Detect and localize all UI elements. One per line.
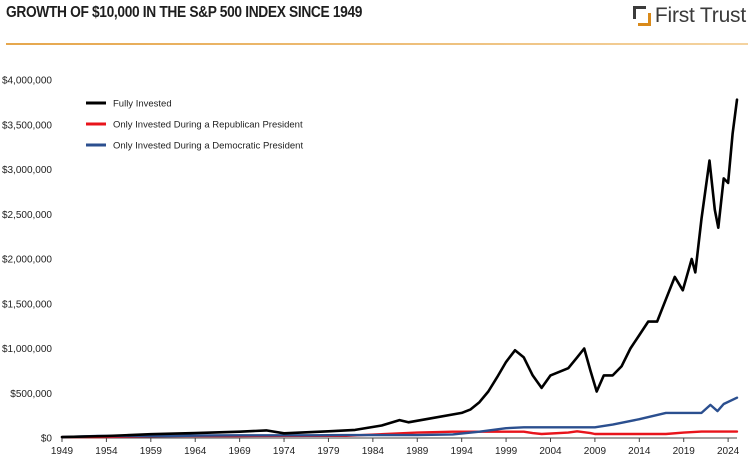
y-tick-label: $2,000,000 [2,255,52,266]
x-tick-label: 1959 [140,446,163,457]
first-trust-logo-icon [632,6,651,26]
x-tick-label: 1994 [451,446,474,457]
chart-legend: Fully Invested Only Invested During a Rep… [86,99,303,152]
legend-label: Only Invested During a Democratic Presid… [113,141,303,152]
chart-axes: $0 $500,000 $1,000,000 $1,500,000 $2,000,000… [2,76,740,458]
series-line-democratic [60,396,739,439]
x-tick-label: 1964 [184,446,207,457]
y-tick-label: $2,500,000 [2,210,52,221]
header-divider [6,43,748,45]
logo-text: First Trust [654,4,746,27]
x-tick-label: 1974 [273,446,296,457]
x-tick-label: 2009 [584,446,607,457]
series-line-fully-invested [60,98,739,439]
first-trust-logo: First Trust [632,2,746,30]
legend-label: Only Invested During a Republican Presid… [113,120,303,131]
y-tick-label: $500,000 [10,389,52,400]
x-tick-label: 1954 [95,446,118,457]
x-tick-label: 2014 [628,446,651,457]
y-tick-label: $3,500,000 [2,120,52,131]
x-tick-label: 1989 [406,446,429,457]
x-tick-label: 2004 [539,446,562,457]
y-tick-label: $1,000,000 [2,344,52,355]
x-tick-label: 1969 [229,446,252,457]
y-tick-label: $1,500,000 [2,299,52,310]
x-tick-label: 1979 [317,446,340,457]
y-tick-label: $4,000,000 [2,76,52,87]
x-tick-label: 2019 [673,446,696,457]
chart-lines [60,98,739,439]
x-tick-label: 1949 [51,446,74,457]
x-tick-label: 1984 [362,446,385,457]
chart-title: GROWTH OF $10,000 IN THE S&P 500 INDEX S… [6,4,363,21]
legend-label: Fully Invested [113,99,172,110]
y-tick-label: $3,000,000 [2,165,52,176]
y-tick-label: $0 [41,434,53,445]
x-tick-label: 2024 [717,446,740,457]
x-tick-label: 1999 [495,446,518,457]
